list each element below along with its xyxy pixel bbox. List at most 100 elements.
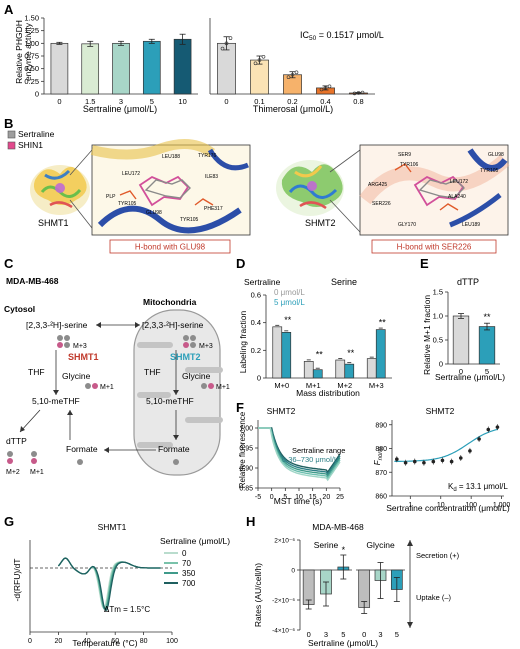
fit-curve: [394, 428, 499, 462]
x-tick-label: 3: [324, 630, 328, 639]
data-point: [468, 449, 472, 453]
y-tick-label: 0.5: [433, 336, 443, 345]
data-point: [477, 437, 481, 441]
x-tick-label: 5: [341, 630, 345, 639]
x-tick-label: 0: [57, 97, 61, 106]
legend-label: 700: [182, 579, 196, 588]
significance-mark: **: [483, 312, 491, 322]
f-left-curves: [258, 427, 341, 482]
b-res-phe317: PHE317: [204, 206, 223, 212]
shmt2-binding-site-zoom: [359, 144, 510, 236]
x-tick-label: 20: [55, 638, 63, 645]
x-tick-label: 1,000: [493, 502, 511, 509]
replicate-point: [224, 41, 229, 46]
f-right-title: SHMT2: [426, 406, 455, 416]
shmt2-overview-structure: [276, 160, 344, 216]
b-res-tyr176: TYR176: [198, 153, 217, 159]
significance-mark: **: [284, 315, 292, 325]
significance-mark: *: [342, 545, 346, 555]
subpanel-title: Glycine: [366, 540, 395, 550]
c-arrowhead-3: [53, 390, 59, 395]
b-legend-shin1-swatch: [7, 141, 16, 150]
y-tick-label: -4×10⁻⁶: [272, 628, 295, 635]
b-res-glu98-r: GLU98: [488, 152, 504, 158]
replicate-point: [286, 75, 291, 79]
x-tick-label: 1.5: [85, 97, 95, 106]
y-tick-label: 0.25: [24, 77, 39, 86]
data-point: [395, 457, 399, 461]
data-point: [422, 460, 426, 465]
b-res-gly170: GLY170: [398, 222, 416, 228]
b-res-ser9: SER9: [398, 152, 411, 158]
y-tick-label: 0.85: [239, 486, 253, 493]
y-tick-label: 870: [375, 470, 387, 477]
replicate-point: [220, 46, 225, 51]
data-point: [403, 460, 408, 465]
x-tick-label: M+2: [337, 381, 352, 390]
h-bars: *: [302, 545, 403, 614]
x-tick-label: 0: [28, 638, 32, 645]
f-right-kd-main: K: [448, 482, 454, 491]
x-tick-label: 80: [140, 638, 148, 645]
x-tick-label: 20: [322, 494, 330, 501]
b-res-leu172-r: LEU172: [450, 179, 468, 185]
y-tick-label: 0.2: [251, 346, 261, 355]
panel-label-e: E: [420, 256, 429, 271]
a-left-bars: [50, 33, 192, 95]
y-tick-label: -2×10⁻⁶: [272, 598, 295, 605]
data-point: [458, 456, 463, 460]
panel-label-d: D: [236, 256, 245, 271]
b-left-caption: H-bond with GLU98: [135, 243, 206, 252]
bar: [302, 569, 315, 605]
y-tick-label: 1.00: [239, 426, 253, 433]
replicate-point: [228, 36, 233, 40]
y-tick-label: 880: [375, 446, 387, 453]
g-curves: [57, 557, 161, 612]
b-res-tyr106: TYR106: [400, 162, 419, 168]
f-right-axes: 860 870 880 890 1 10 100 1,000: [375, 420, 510, 509]
b-res-tyr105b: TYR105: [180, 217, 199, 223]
x-tick-label: 0.4: [320, 97, 330, 106]
x-tick-label: 10: [178, 97, 186, 106]
data-point: [440, 458, 445, 463]
bar: [335, 359, 346, 379]
x-tick-label: 5: [150, 97, 154, 106]
f-left-axes: 0.85 0.90 0.95 1.00 -5 0 5 10 15 20 25: [239, 420, 344, 501]
x-tick-label: 0.1: [254, 97, 264, 106]
b-legend-sertraline-swatch: [7, 130, 16, 139]
c-m3-dots-mito: [183, 335, 196, 348]
c-m1-dots-cyto: [85, 383, 98, 389]
h-arrowhead-up: [407, 540, 413, 546]
f-right-points: [394, 424, 500, 466]
bar: [217, 42, 236, 95]
h-axes: -4×10⁻⁶ -2×10⁻⁶ 0 2×10⁻⁶ Serine 0 3 5 Glycine 0 3 5: [272, 538, 405, 639]
bar: [81, 43, 100, 95]
e-ylabel: Relative M+1 fraction: [422, 295, 432, 375]
y-tick-label: 0: [291, 568, 295, 575]
replicate-point: [257, 58, 262, 62]
f-right-kd-sub: d: [453, 487, 456, 493]
bar: [366, 358, 377, 379]
a-ic50-annotation: IC50 = 0.1517 μmol/L: [300, 30, 384, 42]
panel-label-h: H: [246, 514, 255, 529]
y-tick-label: 890: [375, 422, 387, 429]
a-ic50-rest: = 0.1517 μmol/L: [316, 30, 383, 40]
x-tick-label: 15: [309, 494, 317, 501]
c-glycine-mito: Glycine: [182, 371, 211, 381]
c-dttp-dots: [7, 451, 37, 464]
f-left-title: SHMT2: [267, 406, 296, 416]
x-tick-label: 3: [378, 630, 382, 639]
f-right-kd: Kd = 13.1 μmol/L: [448, 482, 508, 493]
b-zoom-line-3: [329, 149, 361, 173]
mst-trace: [258, 427, 341, 474]
f-left-legend-range: 0.36–730 μmol/L: [282, 455, 338, 464]
f-right-ylabel-main: F: [373, 459, 382, 465]
b-res-leu172: LEU172: [122, 171, 140, 177]
subpanel-title: Serine: [314, 540, 339, 550]
x-tick-label: 10: [437, 502, 445, 509]
legend-label: 70: [182, 559, 191, 568]
y-tick-label: 0: [35, 90, 39, 99]
a-ic50-sub: 50: [309, 35, 317, 42]
x-tick-label: 0: [270, 494, 274, 501]
x-tick-label: 0: [224, 97, 228, 106]
